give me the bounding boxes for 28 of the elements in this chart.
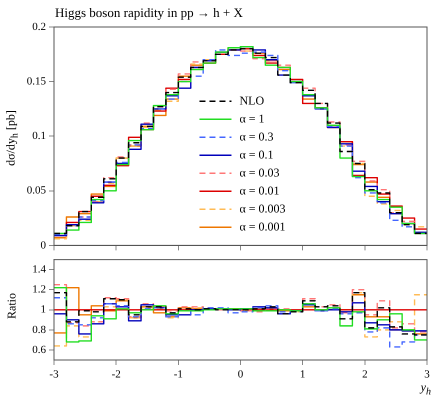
y-tick-label: 1	[40, 304, 46, 316]
y-tick-label: 0.8	[32, 324, 46, 336]
y-tick-label: 1.4	[32, 264, 46, 276]
y-tick-label: 1.2	[32, 284, 46, 296]
x-tick-label: 0	[238, 368, 244, 380]
y-tick-label: 0.15	[26, 75, 46, 88]
legend-label: α = 0.3	[239, 129, 274, 144]
chart-title: Higgs boson rapidity in pp → h + X	[55, 5, 243, 21]
legend-label: NLO	[239, 93, 264, 108]
legend-label: α = 0.1	[239, 147, 274, 162]
x-tick-label: -3	[49, 368, 60, 380]
x-tick-label: 2	[362, 368, 368, 380]
y-tick-label: 0.05	[26, 184, 46, 197]
x-tick-label: -2	[112, 368, 121, 380]
legend-label: α = 0.01	[239, 183, 280, 198]
legend-label: α = 1	[239, 111, 265, 126]
legend-label: α = 0.03	[239, 165, 280, 180]
legend-label: α = 0.003	[239, 201, 286, 216]
y-axis-title: Ratio	[4, 293, 20, 319]
x-tick-label: -1	[174, 368, 183, 380]
y-tick-label: 0.2	[32, 20, 46, 33]
x-axis-title: y$_{h}$	[420, 380, 431, 398]
legend-label: α = 0.001	[239, 219, 286, 234]
y-tick-label: 0.1	[32, 130, 46, 142]
x-tick-label: 1	[300, 368, 306, 380]
y-tick-label: 0.6	[32, 344, 46, 356]
y-tick-label: 0	[40, 239, 46, 252]
x-tick-label: 3	[424, 368, 430, 380]
